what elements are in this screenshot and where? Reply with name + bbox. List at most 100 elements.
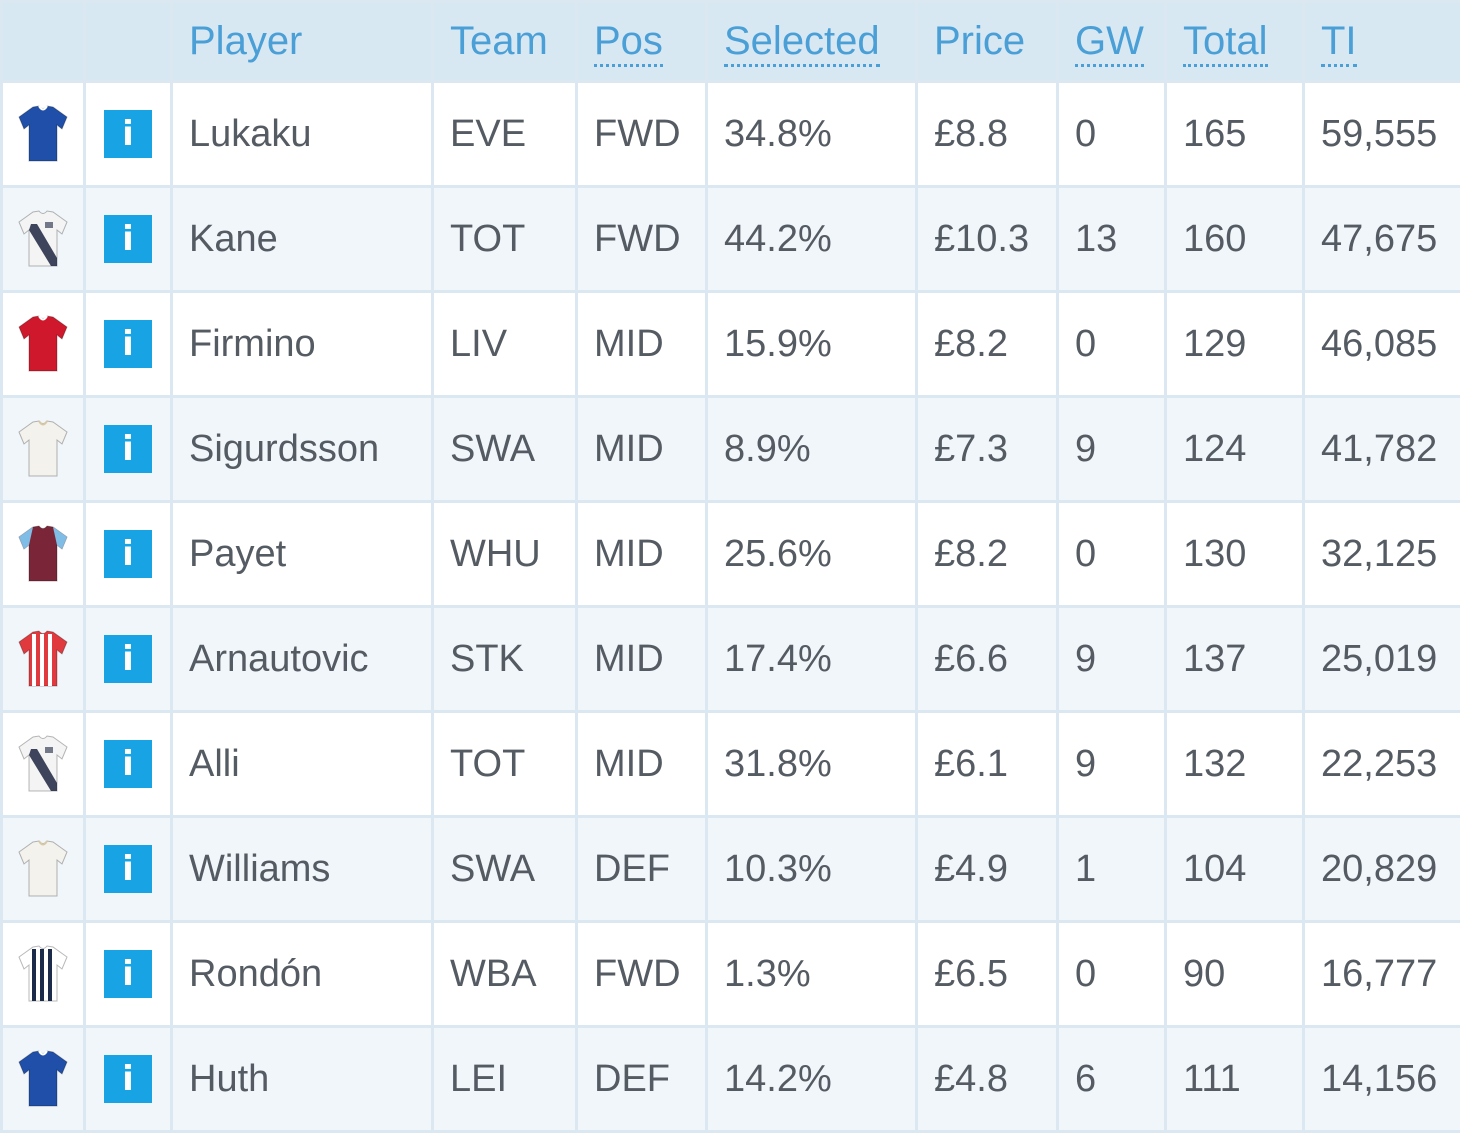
selected-cell: 17.4% bbox=[707, 607, 917, 712]
info-icon[interactable]: i bbox=[104, 1055, 152, 1103]
liverpool-shirt-icon bbox=[17, 313, 69, 375]
team-cell: SWA bbox=[433, 397, 577, 502]
total-cell: 124 bbox=[1166, 397, 1304, 502]
shirt-cell bbox=[2, 397, 85, 502]
gw-cell: 13 bbox=[1058, 187, 1166, 292]
shirt-cell bbox=[2, 1027, 85, 1132]
team-cell: TOT bbox=[433, 712, 577, 817]
header-ti[interactable]: TI bbox=[1304, 2, 1460, 82]
player-cell: Huth bbox=[172, 1027, 433, 1132]
shirt-cell bbox=[2, 292, 85, 397]
player-cell: Kane bbox=[172, 187, 433, 292]
info-icon[interactable]: i bbox=[104, 950, 152, 998]
shirt-cell bbox=[2, 712, 85, 817]
header-selected[interactable]: Selected bbox=[707, 2, 917, 82]
info-icon[interactable]: i bbox=[104, 320, 152, 368]
selected-header-label[interactable]: Selected bbox=[724, 19, 880, 67]
team-cell: WHU bbox=[433, 502, 577, 607]
info-icon[interactable]: i bbox=[104, 425, 152, 473]
header-price: Price bbox=[917, 2, 1058, 82]
ti-cell: 47,675 bbox=[1304, 187, 1460, 292]
header-info-blank bbox=[85, 2, 172, 82]
price-cell: £6.1 bbox=[917, 712, 1058, 817]
gw-cell: 0 bbox=[1058, 502, 1166, 607]
info-cell: i bbox=[85, 712, 172, 817]
gw-cell: 1 bbox=[1058, 817, 1166, 922]
player-cell: Firmino bbox=[172, 292, 433, 397]
info-icon[interactable]: i bbox=[104, 530, 152, 578]
leicester-shirt-icon bbox=[17, 1048, 69, 1110]
info-icon[interactable]: i bbox=[104, 110, 152, 158]
info-icon[interactable]: i bbox=[104, 215, 152, 263]
team-cell: EVE bbox=[433, 82, 577, 187]
info-icon[interactable]: i bbox=[104, 845, 152, 893]
header-pos[interactable]: Pos bbox=[577, 2, 707, 82]
gw-header-label[interactable]: GW bbox=[1075, 19, 1144, 67]
price-cell: £6.5 bbox=[917, 922, 1058, 1027]
total-header-label[interactable]: Total bbox=[1183, 19, 1268, 67]
total-cell: 160 bbox=[1166, 187, 1304, 292]
selected-cell: 14.2% bbox=[707, 1027, 917, 1132]
info-icon[interactable]: i bbox=[104, 740, 152, 788]
selected-cell: 34.8% bbox=[707, 82, 917, 187]
info-icon[interactable]: i bbox=[104, 635, 152, 683]
west-ham-shirt-icon bbox=[17, 523, 69, 585]
gw-cell: 9 bbox=[1058, 607, 1166, 712]
shirt-cell bbox=[2, 922, 85, 1027]
info-cell: i bbox=[85, 607, 172, 712]
player-cell: Alli bbox=[172, 712, 433, 817]
team-cell: LEI bbox=[433, 1027, 577, 1132]
ti-cell: 32,125 bbox=[1304, 502, 1460, 607]
info-cell: i bbox=[85, 397, 172, 502]
total-cell: 137 bbox=[1166, 607, 1304, 712]
shirt-cell bbox=[2, 607, 85, 712]
pos-cell: DEF bbox=[577, 1027, 707, 1132]
price-cell: £6.6 bbox=[917, 607, 1058, 712]
price-cell: £4.8 bbox=[917, 1027, 1058, 1132]
info-cell: i bbox=[85, 82, 172, 187]
header-gw[interactable]: GW bbox=[1058, 2, 1166, 82]
team-cell: STK bbox=[433, 607, 577, 712]
gw-cell: 0 bbox=[1058, 292, 1166, 397]
pos-cell: MID bbox=[577, 607, 707, 712]
pos-header-label[interactable]: Pos bbox=[594, 19, 663, 67]
ti-cell: 46,085 bbox=[1304, 292, 1460, 397]
everton-shirt-icon bbox=[17, 103, 69, 165]
selected-cell: 25.6% bbox=[707, 502, 917, 607]
total-cell: 165 bbox=[1166, 82, 1304, 187]
west-brom-shirt-icon bbox=[17, 943, 69, 1005]
ti-header-label[interactable]: TI bbox=[1321, 19, 1357, 67]
player-cell: Lukaku bbox=[172, 82, 433, 187]
gw-cell: 9 bbox=[1058, 397, 1166, 502]
player-cell: Williams bbox=[172, 817, 433, 922]
gw-cell: 9 bbox=[1058, 712, 1166, 817]
total-cell: 130 bbox=[1166, 502, 1304, 607]
ti-cell: 22,253 bbox=[1304, 712, 1460, 817]
player-cell: Payet bbox=[172, 502, 433, 607]
shirt-cell bbox=[2, 817, 85, 922]
pos-cell: MID bbox=[577, 292, 707, 397]
swansea-shirt-icon bbox=[17, 418, 69, 480]
header-team: Team bbox=[433, 2, 577, 82]
total-cell: 111 bbox=[1166, 1027, 1304, 1132]
gw-cell: 0 bbox=[1058, 82, 1166, 187]
header-total[interactable]: Total bbox=[1166, 2, 1304, 82]
total-cell: 90 bbox=[1166, 922, 1304, 1027]
info-cell: i bbox=[85, 502, 172, 607]
info-cell: i bbox=[85, 817, 172, 922]
team-header-label: Team bbox=[450, 19, 548, 63]
player-cell: Sigurdsson bbox=[172, 397, 433, 502]
selected-cell: 31.8% bbox=[707, 712, 917, 817]
tottenham-shirt-icon bbox=[17, 733, 69, 795]
price-cell: £7.3 bbox=[917, 397, 1058, 502]
shirt-cell bbox=[2, 187, 85, 292]
ti-cell: 25,019 bbox=[1304, 607, 1460, 712]
shirt-cell bbox=[2, 82, 85, 187]
